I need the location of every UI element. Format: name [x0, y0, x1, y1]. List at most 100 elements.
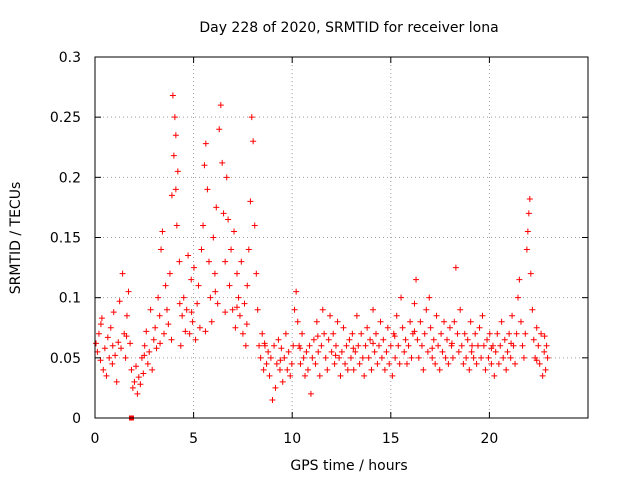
y-tick-label: 0.1: [59, 291, 81, 307]
x-tick-label: 5: [189, 431, 198, 447]
data-point: [275, 336, 282, 343]
data-point: [399, 324, 406, 331]
x-tick-label: 0: [91, 431, 100, 447]
data-point: [200, 222, 207, 229]
data-point: [350, 366, 357, 373]
data-point: [194, 300, 201, 307]
data-point: [344, 366, 351, 373]
data-point: [307, 390, 314, 397]
data-point: [180, 294, 187, 301]
data-point: [207, 294, 214, 301]
data-point: [177, 342, 184, 349]
data-point: [143, 328, 150, 335]
data-point: [543, 342, 550, 349]
data-point: [303, 348, 310, 355]
data-point: [392, 354, 399, 361]
data-point: [107, 324, 114, 331]
data-point: [196, 324, 203, 331]
data-point: [327, 312, 334, 319]
data-point: [491, 372, 498, 379]
data-point: [435, 342, 442, 349]
data-point: [332, 352, 339, 359]
data-point: [445, 360, 452, 367]
data-point: [202, 328, 209, 335]
data-point: [492, 348, 499, 355]
data-point: [364, 324, 371, 331]
data-point: [201, 162, 208, 169]
data-point: [239, 330, 246, 337]
data-point: [302, 372, 309, 379]
data-point: [144, 360, 151, 367]
data-point: [460, 360, 467, 367]
data-point: [387, 342, 394, 349]
x-tick-label: 20: [480, 431, 498, 447]
data-point: [250, 138, 257, 145]
data-point: [470, 354, 477, 361]
data-point: [210, 234, 217, 241]
data-point: [473, 360, 480, 367]
data-point: [315, 348, 322, 355]
data-point: [488, 345, 495, 352]
data-point: [294, 318, 301, 325]
data-point: [461, 330, 468, 337]
data-point: [368, 366, 375, 373]
data-point: [137, 381, 144, 388]
data-point: [436, 366, 443, 373]
data-point: [195, 282, 202, 289]
data-point: [261, 340, 268, 347]
y-tick-label: 0.2: [59, 170, 81, 186]
data-point: [269, 396, 276, 403]
data-point: [472, 330, 479, 337]
data-point: [533, 324, 540, 331]
data-point: [454, 330, 461, 337]
data-point: [380, 336, 387, 343]
data-point: [541, 333, 548, 340]
data-point: [213, 204, 220, 211]
data-point: [278, 345, 285, 352]
data-point: [101, 345, 108, 352]
data-point: [260, 366, 267, 373]
data-point: [325, 336, 332, 343]
data-point: [482, 366, 489, 373]
data-point: [172, 186, 179, 193]
data-point: [159, 228, 166, 235]
data-point: [539, 372, 546, 379]
data-point: [497, 342, 504, 349]
data-point: [343, 342, 350, 349]
data-point: [173, 222, 180, 229]
data-point: [220, 210, 227, 217]
data-point: [251, 222, 258, 229]
data-point: [176, 300, 183, 307]
data-point: [544, 354, 551, 361]
data-point: [542, 366, 549, 373]
data-point: [373, 330, 380, 337]
data-point: [192, 336, 199, 343]
data-point: [513, 330, 520, 337]
data-point: [334, 318, 341, 325]
data-point: [506, 330, 513, 337]
data-point: [189, 318, 196, 325]
data-point: [208, 318, 215, 325]
data-point: [393, 312, 400, 319]
data-point: [169, 92, 176, 99]
data-point: [113, 378, 120, 385]
y-tick-label: 0: [72, 411, 81, 427]
data-point: [517, 318, 524, 325]
data-point: [170, 152, 177, 159]
data-point: [403, 360, 410, 367]
data-point: [402, 336, 409, 343]
data-point: [300, 354, 307, 361]
data-point: [285, 348, 292, 355]
data-point: [155, 294, 162, 301]
data-point: [516, 276, 523, 283]
data-point: [488, 360, 495, 367]
data-point: [125, 288, 132, 295]
data-point: [347, 354, 354, 361]
data-point: [314, 333, 321, 340]
data-point: [433, 312, 440, 319]
data-point: [202, 140, 209, 147]
data-point: [500, 354, 507, 361]
data-point: [514, 294, 521, 301]
data-point: [411, 300, 418, 307]
data-point: [190, 264, 197, 271]
